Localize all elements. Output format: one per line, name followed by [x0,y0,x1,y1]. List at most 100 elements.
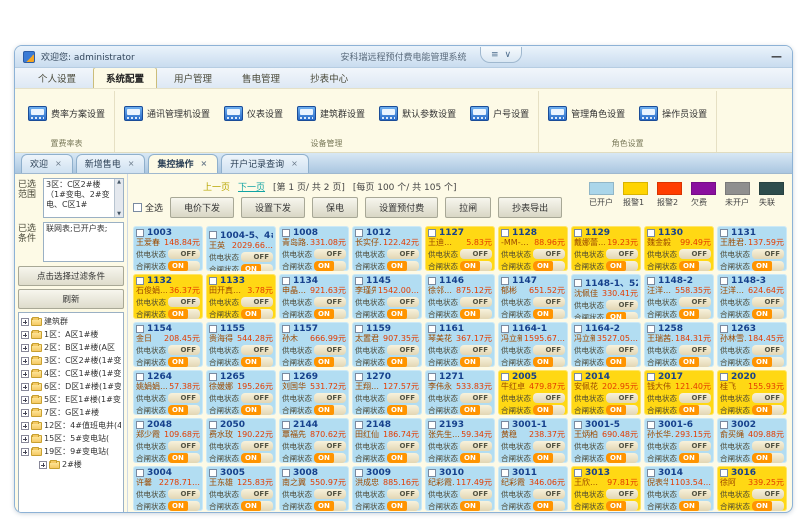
meter-card[interactable]: 1264 姚娟娟… 57.38元 供电状态 OFF 合闸状态 [133,370,203,415]
meter-card[interactable]: 2017 钱大伟 121.40元 供电状态 OFF 合闸状态 [644,370,714,415]
card-checkbox[interactable] [501,325,509,333]
card-checkbox[interactable] [647,421,655,429]
menu-tab[interactable]: 个人设置 [38,74,77,85]
minimize-button[interactable]: — [771,50,782,63]
expand-icon[interactable] [21,356,29,365]
expand-icon[interactable] [21,447,29,456]
ribbon-button[interactable]: 费率方案设置 [23,102,110,125]
card-checkbox[interactable] [428,469,436,477]
expand-icon[interactable] [21,434,29,443]
meter-card[interactable]: 3001-5 王炳柏 690.48元 供电状态 OFF 合闸 [571,418,641,463]
card-checkbox[interactable] [428,373,436,381]
card-checkbox[interactable] [209,421,217,429]
card-checkbox[interactable] [209,325,217,333]
tree-item[interactable]: 7区：G区1#楼 [21,406,121,419]
meter-card[interactable]: 1129 戴娜蕾… 19.23元 供电状态 OFF 合闸状态 [571,226,641,271]
card-checkbox[interactable] [355,229,363,237]
meter-card[interactable]: 1148-2 汪洋… 558.35元 供电状态 OFF 合闸 [644,274,714,319]
meter-card[interactable]: 1004-5、4#-- 王英 2029.66… 供电状态 OFF [206,226,276,271]
document-tab[interactable]: 欢迎 × [21,154,73,173]
action-button[interactable]: 拉闸 [445,197,492,218]
meter-card[interactable]: 1263 孙林雪… 184.45元 供电状态 OFF 合闸状 [717,322,787,367]
card-checkbox[interactable] [501,469,509,477]
meter-card[interactable]: 1265 徐媛娜 195.26元 供电状态 OFF 合闸状态 [206,370,276,415]
ribbon-button[interactable]: 仪表设置 [219,102,288,125]
scroll-down-icon[interactable]: ▼ [117,210,121,217]
card-checkbox[interactable] [355,277,363,285]
meter-card[interactable]: 1127 王迪… 5.83元 供电状态 OFF 合闸状态 [425,226,495,271]
card-checkbox[interactable] [720,469,728,477]
tree-root[interactable]: 建筑群 [21,315,121,328]
meter-card[interactable]: 3001-6 孙长华… 293.15元 供电状态 OFF 合 [644,418,714,463]
card-checkbox[interactable] [209,230,217,239]
expand-icon[interactable] [21,408,29,417]
card-checkbox[interactable] [282,373,290,381]
card-checkbox[interactable] [574,373,582,381]
meter-card[interactable]: 3016 徐阿 339.25元 供电状态 OFF 合闸状态 [717,466,787,511]
card-checkbox[interactable] [355,373,363,381]
card-checkbox[interactable] [574,229,582,237]
meter-card[interactable]: 3001-1 黄稳 238.37元 供电状态 OFF 合闸状 [498,418,568,463]
selected-range-listbox[interactable]: 3区：C区2#楼（1#变电、2#变电、C区1# ▲ ▼ [43,178,124,218]
meter-card[interactable]: 1258 王瑞茜… 184.31元 供电状态 OFF 合闸状 [644,322,714,367]
document-tab[interactable]: 新增售电 × [75,154,146,173]
tree-item[interactable]: 15区：5#变电站( [21,432,121,445]
ribbon-button[interactable]: 默认参数设置 [374,102,461,125]
meter-card[interactable]: 2050 费水玫 190.22元 供电状态 OFF 合闸状态 [206,418,276,463]
meter-card[interactable]: 1003 王爱春 148.84元 供电状态 OFF 合闸状态 [133,226,203,271]
expand-icon[interactable] [21,369,29,378]
meter-card[interactable]: 1145 李瑾先… 1542.00… 供电状态 OFF 合闸 [352,274,422,319]
meter-card[interactable]: 1271 李伟永 533.83元 供电状态 OFF 合闸状态 [425,370,495,415]
meter-card[interactable]: 3010 纪彩霞… 117.49元 供电状态 OFF 合闸状 [425,466,495,511]
card-checkbox[interactable] [428,421,436,429]
card-checkbox[interactable] [355,421,363,429]
meter-card[interactable]: 1131 王胜君… 137.59元 供电状态 OFF 合闸状 [717,226,787,271]
meter-card[interactable]: 1154 金日 208.45元 供电状态 OFF 合闸状态 [133,322,203,367]
tree-item[interactable]: 6区：D区1#楼(1#变 [21,380,121,393]
meter-card[interactable]: 2193 张先生… 59.34元 供电状态 OFF 合闸状态 [425,418,495,463]
next-page-link[interactable]: 下一页 [238,183,266,193]
tree-item[interactable]: 5区：E区1#楼(1#变1 [21,393,121,406]
meter-card[interactable]: 2020 桂飞 155.93元 供电状态 OFF 合闸状态 [717,370,787,415]
card-checkbox[interactable] [501,229,509,237]
card-checkbox[interactable] [428,277,436,285]
card-checkbox[interactable] [136,229,144,237]
ribbon-button[interactable]: 户号设置 [465,102,534,125]
menu-tab[interactable]: 抄表中心 [310,74,349,85]
card-checkbox[interactable] [136,421,144,429]
select-all-checkbox[interactable] [133,203,142,212]
meter-card[interactable]: 1132 石俊娟… 36.37元 供电状态 OFF 合闸状态 [133,274,203,319]
card-checkbox[interactable] [647,229,655,237]
card-checkbox[interactable] [136,373,144,381]
card-checkbox[interactable] [720,373,728,381]
meter-card[interactable]: 1133 田开真… 3.78元 供电状态 OFF 合闸状态 [206,274,276,319]
card-checkbox[interactable] [282,469,290,477]
meter-card[interactable]: 3014 倪表华 1103.54… 供电状态 OFF 合闸状 [644,466,714,511]
selected-condition-listbox[interactable]: 联网表;已开户表; [43,222,124,262]
card-checkbox[interactable] [574,325,582,333]
card-checkbox[interactable] [501,277,509,285]
meter-card[interactable]: 1157 孙木 666.99元 供电状态 OFF 合闸状态 [279,322,349,367]
chevron-down-icon[interactable]: ∨ [504,49,512,60]
card-checkbox[interactable] [282,277,290,285]
card-checkbox[interactable] [720,421,728,429]
meter-card[interactable]: 1161 琴美花 367.17元 供电状态 OFF 合闸状态 [425,322,495,367]
tree-item[interactable]: 12区：4#值班电井(4# [21,419,121,432]
select-all[interactable]: 全选 [133,201,163,214]
card-checkbox[interactable] [282,325,290,333]
meter-card[interactable]: 1159 太置君 907.35元 供电状态 OFF 合闸状态 [352,322,422,367]
meter-card[interactable]: 1012 长实仔… 122.42元 供电状态 OFF 合闸状 [352,226,422,271]
ribbon-toggle-control[interactable]: ≡ ∨ [480,47,523,63]
expand-icon[interactable] [21,343,29,352]
card-checkbox[interactable] [647,325,655,333]
card-checkbox[interactable] [355,325,363,333]
listbox-scrollbar[interactable]: ▲ ▼ [114,179,123,217]
meter-card[interactable]: 1155 贵海得 544.28元 供电状态 OFF 合闸状态 [206,322,276,367]
meter-card[interactable]: 1164-1 冯立新… 1595.67… 供电状态 OFF [498,322,568,367]
meter-card[interactable]: 1128 -MM-… 88.96元 供电状态 OFF 合闸状 [498,226,568,271]
ribbon-button[interactable]: 操作员设置 [634,102,712,125]
meter-card[interactable]: 1008 青岛路… 331.08元 供电状态 OFF 合闸状 [279,226,349,271]
action-button[interactable]: 抄表导出 [498,197,563,218]
card-checkbox[interactable] [428,325,436,333]
tree-item[interactable]: 3区：C区2#楼(1#变 [21,354,121,367]
